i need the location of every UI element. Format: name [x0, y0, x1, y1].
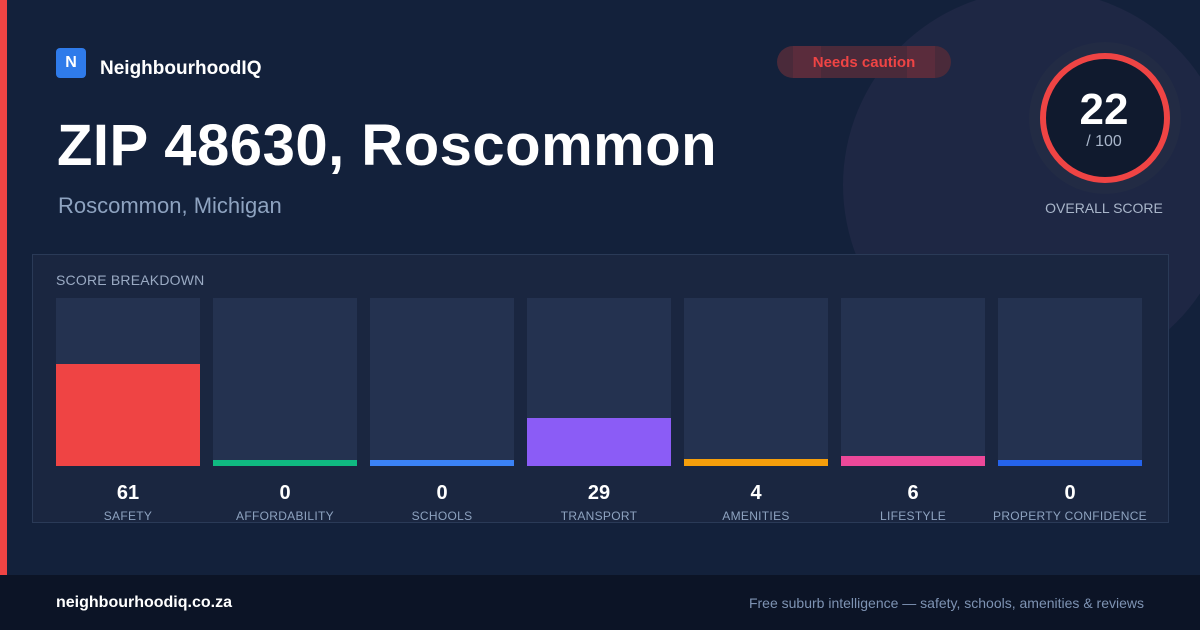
metric-value: 29 — [587, 482, 611, 504]
metric-bar-fill — [56, 364, 200, 466]
footer-url-link[interactable]: neighbourhoodiq.co.za — [56, 594, 232, 611]
score-ring-graphic — [1029, 42, 1181, 194]
metric-amenities: 4 AMENITIES — [684, 298, 828, 528]
metric-transport: 29 TRANSPORT — [527, 298, 671, 528]
metric-bar-track — [527, 298, 671, 466]
metric-bar-track — [998, 298, 1142, 466]
metric-label: LIFESTYLE — [879, 509, 947, 523]
metric-bar-fill — [998, 460, 1142, 466]
metric-bar-track — [684, 298, 828, 466]
overall-score-max: / 100 — [1086, 133, 1122, 150]
metric-value: 0 — [436, 482, 448, 504]
overall-score-label: OVERALL SCORE — [1045, 200, 1163, 216]
metric-bar-fill — [684, 459, 828, 466]
metric-bar-track — [56, 298, 200, 466]
score-ring-inner — [1043, 56, 1167, 180]
metric-bar-fill — [370, 460, 514, 466]
overall-score-ring: 22 / 100 — [1028, 41, 1182, 195]
metric-value: 0 — [1064, 482, 1076, 504]
metric-schools: 0 SCHOOLS — [370, 298, 514, 528]
metric-value: 61 — [116, 482, 140, 504]
metric-lifestyle: 6 LIFESTYLE — [841, 298, 985, 528]
metric-label: AMENITIES — [722, 509, 790, 523]
page-title: ZIP 48630, Roscommon — [57, 113, 718, 178]
metric-bar-fill — [213, 460, 357, 466]
metric-bar-track — [841, 298, 985, 466]
metric-affordability: 0 AFFORDABILITY — [213, 298, 357, 528]
score-ring-arc — [1040, 53, 1170, 183]
metric-label: SCHOOLS — [411, 509, 473, 523]
accent-stripe — [0, 0, 7, 575]
overall-score-value: 22 — [1079, 85, 1129, 134]
metric-bar-fill — [527, 418, 671, 466]
metric-label: AFFORDABILITY — [236, 509, 334, 523]
score-breakdown-panel: SCORE BREAKDOWN 61 SAFETY 0 AFFORDABILITY 0 S… — [32, 254, 1169, 523]
metric-bar-track — [213, 298, 357, 466]
location-subtitle: Roscommon, Michigan — [58, 193, 282, 218]
metric-safety: 61 SAFETY — [56, 298, 200, 528]
footer-tagline: Free suburb intelligence — safety, schoo… — [748, 595, 1144, 611]
breakdown-title: SCORE BREAKDOWN — [56, 272, 205, 288]
footer: neighbourhoodiq.co.za Free suburb intell… — [0, 575, 1200, 630]
metric-value: 6 — [907, 482, 919, 504]
metric-property-confidence: 0 PROPERTY CONFIDENCE — [993, 298, 1147, 528]
metric-value: 0 — [279, 482, 291, 504]
metric-bar-fill — [841, 456, 985, 466]
status-badge-label: Needs caution — [812, 53, 916, 71]
brand-name: NeighbourhoodIQ — [100, 58, 262, 79]
metric-label: SAFETY — [103, 509, 153, 523]
metric-label: TRANSPORT — [560, 509, 638, 523]
logo-mark-icon: N — [56, 48, 86, 78]
status-badge: Needs caution — [777, 46, 951, 78]
metric-bar-track — [370, 298, 514, 466]
metric-value: 4 — [750, 482, 762, 504]
brand-logo[interactable]: N NeighbourhoodIQ — [56, 46, 261, 80]
metric-label: PROPERTY CONFIDENCE — [993, 509, 1147, 523]
